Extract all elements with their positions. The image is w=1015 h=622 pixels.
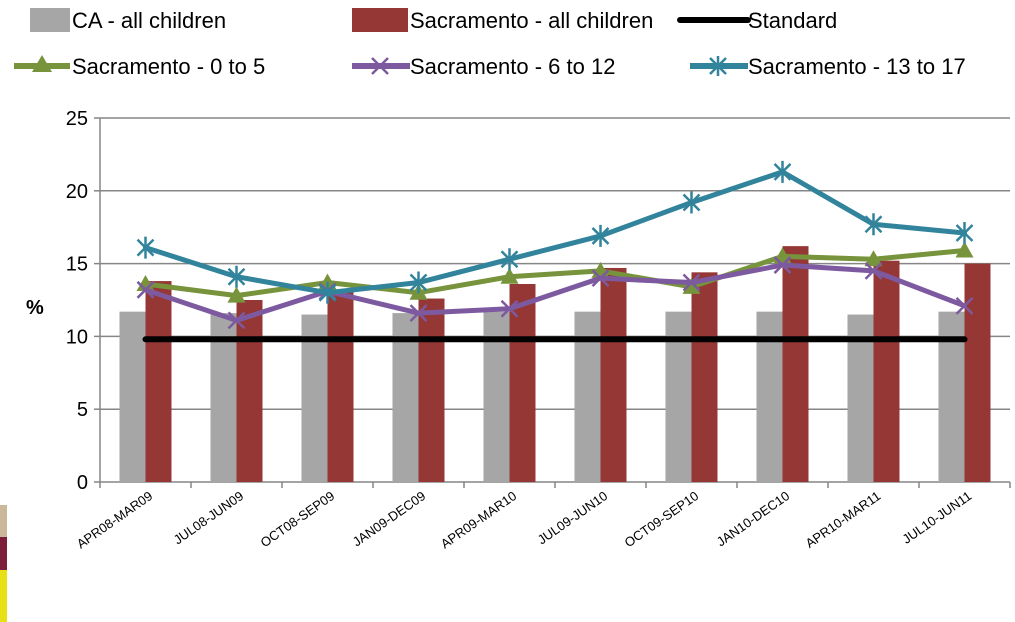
legend-swatch-ca-all	[30, 8, 70, 32]
y-tick-label-20: 20	[66, 181, 88, 203]
marker-sac-6-12-0	[136, 280, 155, 299]
y-tick-label-0: 0	[77, 472, 88, 494]
x-tick-label-8: APR10-MAR11	[803, 488, 884, 551]
legend: CA - all children Sacramento - all child…	[14, 8, 966, 79]
x-tick-label-3: JAN09-DEC09	[350, 488, 428, 549]
x-tick-label-6: OCT09-SEP10	[622, 488, 702, 550]
legend-label-standard: Standard	[748, 8, 837, 33]
x-tick-label-0: APR08-MAR09	[74, 488, 155, 551]
marker-sac-13-17-0	[136, 236, 155, 259]
bar-ca-all-8	[847, 314, 874, 482]
marker-sac-6-12-6	[682, 273, 701, 292]
marker-sac-13-17-7	[773, 160, 792, 183]
line-sac-0-5	[143, 247, 967, 299]
x-tick-label-1: JUL08-JUN09	[171, 488, 246, 547]
y-tick-label-5: 5	[77, 399, 88, 421]
x-tick-label-4: APR09-MAR10	[438, 488, 519, 551]
bar-sac-all-0	[145, 281, 172, 482]
bar-sac-all-8	[873, 260, 900, 482]
legend-entry-sac-6-12: Sacramento - 6 to 12	[352, 54, 615, 79]
bar-sac-all-1	[236, 300, 263, 482]
legend-entry-sac-all: Sacramento - all children	[352, 8, 653, 33]
marker-sac-6-12-3	[409, 304, 428, 322]
marker-sac-13-17-6	[682, 191, 701, 214]
decoration-block-maroon	[0, 537, 7, 570]
marker-sac-13-17-3	[409, 271, 428, 294]
legend-entry-ca-all: CA - all children	[30, 8, 226, 33]
line-sac-6-12	[143, 262, 967, 323]
legend-label-sac-0-5: Sacramento - 0 to 5	[72, 54, 265, 79]
bar-sac-all-9	[964, 263, 991, 482]
bar-sac-all-5	[600, 267, 627, 482]
legend-entry-standard: Standard	[677, 8, 837, 33]
bar-sac-all-6	[691, 272, 718, 482]
legend-marker-sac-6-12	[371, 57, 389, 75]
y-axis-label: %	[26, 297, 44, 319]
y-tick-label-15: 15	[66, 254, 88, 276]
marker-sac-6-12-9	[955, 296, 974, 315]
slide-decoration	[0, 505, 7, 622]
legend-marker-sac-0-5	[32, 55, 52, 72]
bar-ca-all-0	[119, 311, 146, 482]
bar-ca-all-2	[301, 314, 328, 482]
legend-label-sac-all: Sacramento - all children	[410, 8, 653, 33]
marker-sac-0-5-1	[227, 286, 246, 303]
bar-sac-all-7	[782, 246, 809, 482]
legend-entry-sac-0-5: Sacramento - 0 to 5	[14, 54, 265, 79]
marker-sac-0-5-6	[682, 277, 701, 294]
legend-label-ca-all: CA - all children	[72, 8, 226, 33]
x-tick-label-5: JUL09-JUN10	[535, 488, 610, 547]
marker-sac-13-17-2	[318, 281, 337, 304]
line-sac-13-17	[143, 169, 967, 296]
bar-sac-all-3	[418, 298, 445, 482]
marker-sac-0-5-8	[864, 250, 883, 267]
marker-sac-6-12-5	[591, 269, 610, 288]
y-tick-label-10: 10	[66, 326, 88, 348]
marker-sac-6-12-4	[500, 299, 519, 318]
decoration-block-tan	[0, 505, 7, 537]
bar-sac-all-2	[327, 289, 354, 482]
legend-label-sac-6-12: Sacramento - 6 to 12	[410, 54, 615, 79]
marker-sac-13-17-4	[500, 248, 519, 271]
plot-area: 0 5 10 15 20 25 APR08-MAR09 JUL08-JUN09 OCT08-SE…	[66, 108, 1011, 551]
x-tick-label-9: JUL10-JUN11	[900, 488, 975, 547]
marker-sac-13-17-1	[227, 265, 246, 288]
marker-sac-6-12-1	[227, 311, 246, 330]
x-tick-label-2: OCT08-SEP09	[258, 488, 338, 550]
legend-entry-sac-13-17: Sacramento - 13 to 17	[690, 54, 966, 79]
marker-sac-6-12-8	[864, 261, 883, 280]
marker-sac-0-5-4	[500, 267, 519, 284]
bar-sac-all-4	[509, 283, 536, 482]
marker-sac-13-17-8	[864, 213, 883, 236]
legend-marker-sac-13-17	[709, 56, 727, 76]
legend-swatch-sac-all	[352, 8, 408, 32]
decoration-block-yellow	[0, 570, 7, 622]
legend-label-sac-13-17: Sacramento - 13 to 17	[748, 54, 966, 79]
y-tick-label-25: 25	[66, 108, 88, 130]
marker-sac-13-17-5	[591, 224, 610, 247]
marker-sac-0-5-9	[955, 241, 974, 258]
marker-sac-13-17-9	[955, 222, 974, 245]
x-tick-label-7: JAN10-DEC10	[714, 488, 792, 549]
marker-sac-6-12-7	[773, 256, 792, 274]
